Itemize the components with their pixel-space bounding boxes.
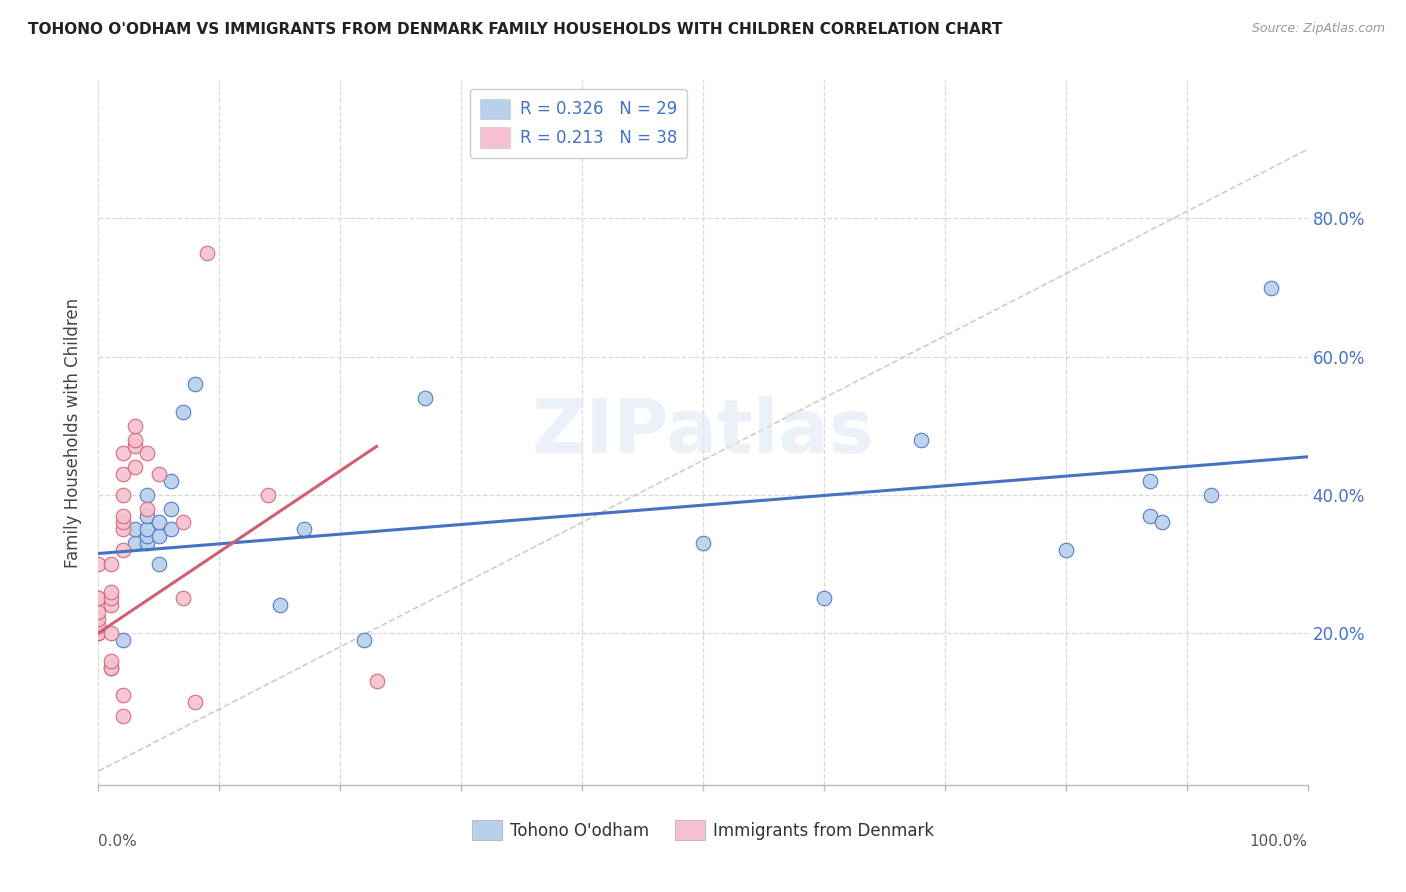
- Point: [910, 433, 932, 447]
- Point: [100, 660, 122, 674]
- Point: [124, 522, 146, 536]
- Point: [87, 591, 110, 606]
- Point: [256, 488, 278, 502]
- Point: [87, 626, 110, 640]
- Text: 100.0%: 100.0%: [1250, 834, 1308, 849]
- Point: [100, 626, 122, 640]
- Point: [172, 405, 194, 419]
- Point: [135, 446, 157, 460]
- Point: [692, 536, 714, 550]
- Point: [124, 460, 146, 475]
- Text: TOHONO O'ODHAM VS IMMIGRANTS FROM DENMARK FAMILY HOUSEHOLDS WITH CHILDREN CORREL: TOHONO O'ODHAM VS IMMIGRANTS FROM DENMAR…: [28, 22, 1002, 37]
- Point: [111, 522, 134, 536]
- Point: [87, 612, 110, 626]
- Point: [100, 660, 122, 674]
- Text: ZIPatlas: ZIPatlas: [531, 396, 875, 469]
- Point: [111, 467, 134, 481]
- Point: [160, 501, 183, 516]
- Point: [292, 522, 315, 536]
- Point: [195, 246, 218, 260]
- Point: [1139, 474, 1161, 488]
- Point: [124, 439, 146, 453]
- Point: [111, 543, 134, 558]
- Point: [1139, 508, 1161, 523]
- Point: [111, 488, 134, 502]
- Point: [160, 474, 183, 488]
- Point: [100, 591, 122, 606]
- Point: [269, 599, 291, 613]
- Point: [1152, 516, 1174, 530]
- Point: [135, 522, 157, 536]
- Point: [184, 377, 207, 392]
- Point: [124, 418, 146, 433]
- Point: [87, 591, 110, 606]
- Point: [184, 695, 207, 709]
- Point: [1054, 543, 1077, 558]
- Point: [87, 619, 110, 633]
- Point: [135, 536, 157, 550]
- Point: [124, 433, 146, 447]
- Point: [366, 674, 388, 689]
- Text: Source: ZipAtlas.com: Source: ZipAtlas.com: [1251, 22, 1385, 36]
- Point: [111, 508, 134, 523]
- Point: [100, 599, 122, 613]
- Point: [160, 522, 183, 536]
- Point: [111, 688, 134, 702]
- Point: [148, 529, 170, 543]
- Point: [148, 516, 170, 530]
- Point: [135, 508, 157, 523]
- Point: [87, 557, 110, 571]
- Point: [124, 536, 146, 550]
- Point: [148, 467, 170, 481]
- Point: [135, 501, 157, 516]
- Point: [413, 391, 436, 405]
- Point: [172, 591, 194, 606]
- Point: [111, 446, 134, 460]
- Point: [100, 557, 122, 571]
- Y-axis label: Family Households with Children: Family Households with Children: [65, 298, 83, 567]
- Point: [111, 516, 134, 530]
- Point: [1199, 488, 1222, 502]
- Point: [100, 584, 122, 599]
- Point: [100, 654, 122, 668]
- Text: 0.0%: 0.0%: [98, 834, 138, 849]
- Legend: Tohono O'odham, Immigrants from Denmark: Tohono O'odham, Immigrants from Denmark: [465, 814, 941, 847]
- Point: [135, 529, 157, 543]
- Point: [111, 709, 134, 723]
- Point: [148, 557, 170, 571]
- Point: [87, 605, 110, 619]
- Point: [172, 516, 194, 530]
- Point: [813, 591, 835, 606]
- Point: [111, 632, 134, 647]
- Point: [1260, 280, 1282, 294]
- Point: [87, 626, 110, 640]
- Point: [353, 632, 375, 647]
- Point: [135, 488, 157, 502]
